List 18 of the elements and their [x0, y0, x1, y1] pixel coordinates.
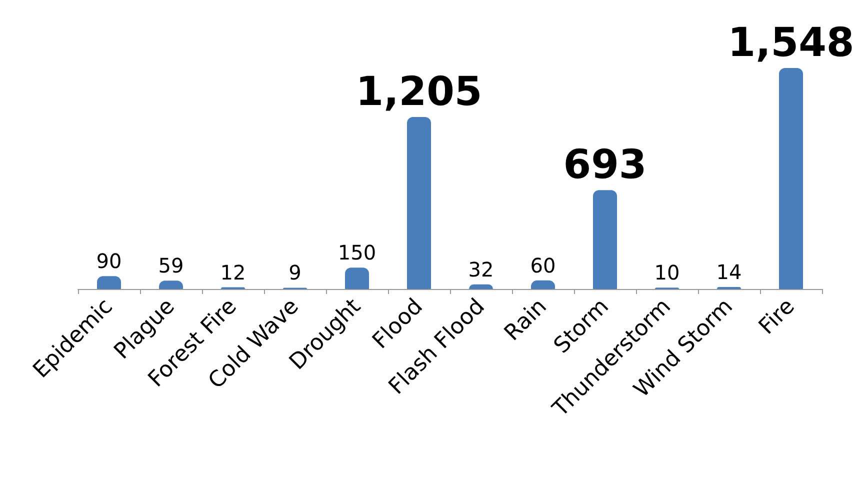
- data-label: 59: [158, 254, 184, 278]
- bar: [407, 116, 431, 289]
- x-tick-label: Fire: [754, 294, 800, 340]
- data-label: 14: [716, 260, 742, 284]
- bar: [779, 68, 803, 289]
- data-label: 1,548: [728, 20, 854, 66]
- data-label: 9: [288, 260, 302, 285]
- data-label: 32: [468, 257, 494, 282]
- bar: [593, 190, 617, 289]
- data-label: 90: [96, 249, 122, 274]
- data-label: 60: [530, 253, 556, 278]
- data-label: 693: [563, 142, 647, 188]
- bar: [345, 268, 369, 289]
- data-label: 10: [654, 260, 680, 285]
- data-label: 1,205: [356, 68, 482, 115]
- data-label: 150: [338, 240, 376, 265]
- data-label: 12: [220, 260, 246, 284]
- bar: [97, 276, 121, 289]
